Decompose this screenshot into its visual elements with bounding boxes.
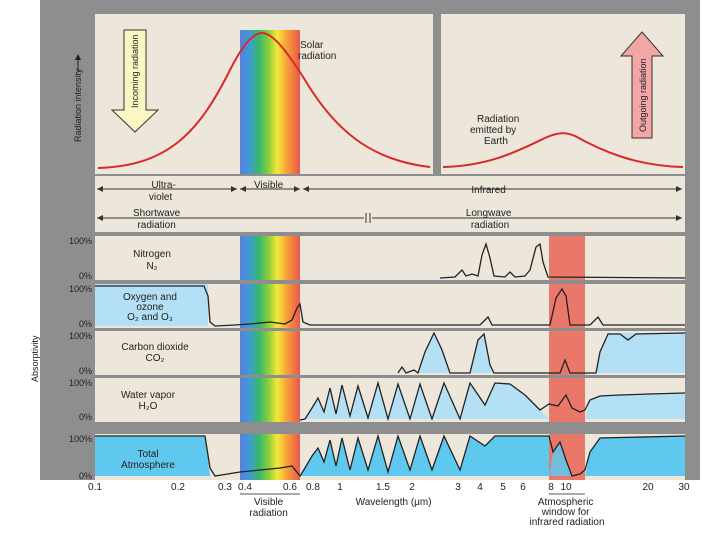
oxygen-ozone-label: Oxygen and ozone O₂ and O₃	[123, 292, 177, 323]
earth-radiation-curve	[442, 132, 684, 168]
x-tick: 0.6	[283, 482, 297, 493]
nitrogen-panel	[240, 236, 686, 280]
atmospheric-window-band	[549, 236, 585, 280]
x-tick: 1.5	[376, 482, 390, 493]
x-tick: 0.3	[218, 482, 232, 493]
atmospheric-window-label: Atmospheric	[538, 497, 594, 508]
total-atmosphere-label: Total Atmosphere	[121, 449, 175, 471]
wavelength-axis-title: Wavelength (μm)	[356, 497, 432, 508]
solar-radiation-curve	[97, 31, 431, 169]
total-100-label: 100%	[69, 434, 92, 444]
x-tick: 10	[560, 482, 572, 493]
oxygen-0-label: 0%	[79, 319, 92, 329]
atmospheric-window-label-3: infrared radiation	[529, 517, 604, 528]
visible-band	[240, 236, 300, 280]
absorption-panels: 100% 0% 100% 0% 100% 0% 100% 0% 100% 0% …	[69, 236, 686, 481]
band-strip: Ultra- violet Visible Infrared Shortwave…	[95, 176, 685, 232]
oxygen-100-label: 100%	[69, 284, 92, 294]
visible-radiation-label: Visible	[254, 497, 284, 508]
total-atmosphere-panel	[95, 433, 686, 480]
longwave-label-2: radiation	[471, 220, 509, 231]
visible-band	[240, 434, 300, 480]
water-vapor-label: Water vapor H₂O	[121, 390, 176, 412]
svg-text:Ultra- violet Visi: Ultra- violet Visible Infrared Shortwave…	[133, 180, 514, 231]
x-tick: 0.8	[306, 482, 320, 493]
nitrogen-0-label: 0%	[79, 271, 92, 281]
atmospheric-window-label-2: window for	[541, 507, 590, 518]
nitrogen-100-label: 100%	[69, 236, 92, 246]
svg-text:Visible radiation: Visible radiation Wavelength (μm) Atmosp…	[249, 497, 604, 528]
incoming-radiation-arrow: Incoming radiation	[110, 29, 160, 133]
atmospheric-window-band	[549, 331, 585, 375]
co2-0-label: 0%	[79, 366, 92, 376]
carbon-dioxide-label: Carbon dioxide CO₂	[121, 342, 189, 364]
visible-radiation-label-2: radiation	[249, 508, 287, 519]
x-axis-ticks: 0.1 0.2 0.3 0.4 0.6 0.8 1 1.5 2 3 4 5 6 …	[88, 482, 690, 493]
radiation-intensity-axis-label: Radiation intensity	[73, 68, 83, 142]
x-tick: 3	[455, 482, 461, 493]
top-right-panel: Outgoing radiation Radiation emitted by …	[441, 14, 685, 174]
x-tick: 30	[678, 482, 690, 493]
ultraviolet-label-2: violet	[149, 192, 173, 203]
outgoing-radiation-arrow: Outgoing radiation	[619, 31, 665, 139]
visible-band-label: Visible	[254, 180, 284, 191]
x-tick: 8	[548, 482, 554, 493]
top-left-panel: Incoming radiation Solar radiation	[95, 14, 433, 174]
earth-radiation-label: Radiation emitted by Earth	[470, 114, 522, 147]
nitrogen-label: Nitrogen N₂	[133, 249, 171, 272]
x-tick: 0.4	[238, 482, 252, 493]
nitrogen-absorption-curve	[439, 241, 686, 279]
water-100-label: 100%	[69, 378, 92, 388]
x-tick: 20	[642, 482, 654, 493]
carbon-dioxide-absorption-curve	[397, 331, 686, 375]
oxygen-ozone-absorption-curve	[95, 285, 685, 327]
visible-band	[240, 378, 300, 422]
water-0-label: 0%	[79, 412, 92, 422]
x-tick: 1	[337, 482, 343, 493]
outgoing-radiation-label: Outgoing radiation	[638, 58, 648, 132]
infrared-label: Infrared	[471, 185, 505, 196]
x-tick: 5	[500, 482, 506, 493]
water-vapor-panel	[240, 378, 686, 422]
water-vapor-absorption-curve	[299, 380, 686, 422]
x-tick: 0.2	[171, 482, 185, 493]
solar-radiation-label: Solar radiation	[298, 40, 336, 62]
atmospheric-window-band	[549, 378, 585, 422]
x-axis: 0.1 0.2 0.3 0.4 0.6 0.8 1 1.5 2 3 4 5 6 …	[40, 480, 700, 540]
co2-100-label: 100%	[69, 331, 92, 341]
x-tick: 6	[520, 482, 526, 493]
shortwave-label-2: radiation	[137, 220, 175, 231]
shortwave-label: Shortwave	[133, 208, 181, 219]
x-tick: 2	[409, 482, 415, 493]
longwave-label: Longwave	[466, 208, 512, 219]
x-tick: 4	[477, 482, 483, 493]
total-atmosphere-absorption-curve	[95, 433, 686, 478]
visible-band	[240, 331, 300, 375]
x-tick: 0.1	[88, 482, 102, 493]
visible-band-top	[240, 30, 300, 174]
absorptivity-axis-label: Absorptivity	[30, 335, 40, 382]
total-0-label: 0%	[79, 471, 92, 481]
carbon-dioxide-panel	[240, 331, 686, 375]
incoming-radiation-label: Incoming radiation	[130, 34, 140, 108]
ultraviolet-label: Ultra-	[151, 180, 175, 191]
oxygen-ozone-panel	[95, 284, 685, 328]
